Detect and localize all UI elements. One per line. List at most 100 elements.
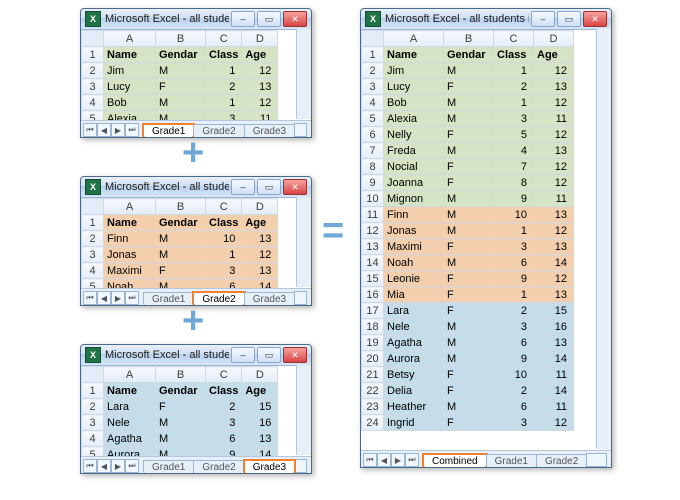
horizontal-scrollbar[interactable] [586,453,607,467]
row-header[interactable]: 1 [82,215,104,231]
cell[interactable]: 3 [206,111,242,121]
tab-nav-button[interactable]: ▶ [391,453,405,467]
cell[interactable]: Joanna [384,175,444,191]
row-header[interactable]: 18 [362,319,384,335]
row-header[interactable]: 1 [82,383,104,399]
tab-nav-button[interactable]: ▶ [111,123,125,137]
row-header[interactable]: 4 [82,431,104,447]
cell[interactable]: 12 [242,63,278,79]
column-header-B[interactable]: B [156,31,206,47]
cell[interactable]: 14 [534,255,574,271]
row-header[interactable]: 10 [362,191,384,207]
tab-nav-button[interactable]: ⏮ [83,459,97,473]
cell[interactable]: 1 [494,63,534,79]
row-header[interactable]: 4 [362,95,384,111]
header-cell[interactable]: Class [206,47,242,63]
titlebar[interactable]: XMicrosoft Excel - all students inf...–▭… [361,9,611,30]
cell[interactable]: F [444,79,494,95]
cell[interactable]: Maximi [104,263,156,279]
cell[interactable]: 3 [494,239,534,255]
header-cell[interactable]: Age [534,47,574,63]
cell[interactable]: 1 [206,247,242,263]
cell[interactable]: Nele [104,415,156,431]
cell[interactable]: 14 [242,279,278,289]
header-cell[interactable]: Age [242,383,278,399]
maximize-button[interactable]: ▭ [257,11,281,27]
cell[interactable]: Noah [384,255,444,271]
cell[interactable]: 12 [534,127,574,143]
cell[interactable]: M [444,111,494,127]
header-cell[interactable]: Class [494,47,534,63]
maximize-button[interactable]: ▭ [257,179,281,195]
cell[interactable]: Alexia [104,111,156,121]
cell[interactable]: 13 [534,239,574,255]
cell[interactable]: 11 [534,399,574,415]
cell[interactable]: F [444,383,494,399]
cell[interactable]: 9 [494,351,534,367]
cell[interactable]: Betsy [384,367,444,383]
cell[interactable]: 16 [534,319,574,335]
tab-nav-button[interactable]: ⏭ [125,291,139,305]
cell[interactable]: F [444,159,494,175]
titlebar[interactable]: XMicrosoft Excel - all students inf...–▭… [81,177,311,198]
cell[interactable]: M [156,111,206,121]
cell[interactable]: M [444,207,494,223]
row-header[interactable]: 24 [362,415,384,431]
cell[interactable]: Ingrid [384,415,444,431]
column-header-D[interactable]: D [534,31,574,47]
cell[interactable]: 1 [494,95,534,111]
cell[interactable]: 16 [242,415,278,431]
cell[interactable]: 11 [534,191,574,207]
cell[interactable]: M [444,95,494,111]
titlebar[interactable]: XMicrosoft Excel - all students inf...–▭… [81,345,311,366]
row-header[interactable]: 17 [362,303,384,319]
cell[interactable]: Jonas [104,247,156,263]
column-header-C[interactable]: C [206,31,242,47]
cell[interactable]: Freda [384,143,444,159]
column-header-B[interactable]: B [156,199,206,215]
row-header[interactable]: 6 [362,127,384,143]
tab-nav-button[interactable]: ◀ [97,459,111,473]
header-cell[interactable]: Name [384,47,444,63]
horizontal-scrollbar[interactable] [294,123,307,137]
cell[interactable]: 12 [534,63,574,79]
tab-nav-button[interactable]: ⏭ [405,453,419,467]
cell[interactable]: Agatha [104,431,156,447]
cell[interactable]: 1 [494,287,534,303]
cell[interactable]: 6 [206,279,242,289]
maximize-button[interactable]: ▭ [257,347,281,363]
row-header[interactable]: 2 [82,231,104,247]
sheet-tab-grade1[interactable]: Grade1 [143,460,194,474]
column-header-A[interactable]: A [104,199,156,215]
cell[interactable]: 9 [206,447,242,457]
cell[interactable]: 3 [494,415,534,431]
close-button[interactable]: ✕ [283,347,307,363]
cell[interactable]: M [444,223,494,239]
cell[interactable]: Lucy [104,79,156,95]
cell[interactable]: 6 [206,431,242,447]
cell[interactable]: F [444,175,494,191]
row-header[interactable]: 12 [362,223,384,239]
cell[interactable]: 2 [494,303,534,319]
cell[interactable]: Nele [384,319,444,335]
cell[interactable]: Delia [384,383,444,399]
cell[interactable]: 13 [242,231,278,247]
column-header-A[interactable]: A [104,31,156,47]
cell[interactable]: Leonie [384,271,444,287]
cell[interactable]: M [444,399,494,415]
column-header-B[interactable]: B [156,367,206,383]
cell[interactable]: 9 [494,271,534,287]
row-header[interactable]: 11 [362,207,384,223]
minimize-button[interactable]: – [231,11,255,27]
tab-nav-button[interactable]: ⏮ [83,123,97,137]
cell[interactable]: 3 [494,319,534,335]
cell[interactable]: 12 [242,247,278,263]
cell[interactable]: Heather [384,399,444,415]
cell[interactable]: Jonas [384,223,444,239]
cell[interactable]: Lara [104,399,156,415]
column-header-C[interactable]: C [206,367,242,383]
cell[interactable]: F [156,263,206,279]
cell[interactable]: 13 [534,143,574,159]
cell[interactable]: 6 [494,399,534,415]
column-header-C[interactable]: C [494,31,534,47]
